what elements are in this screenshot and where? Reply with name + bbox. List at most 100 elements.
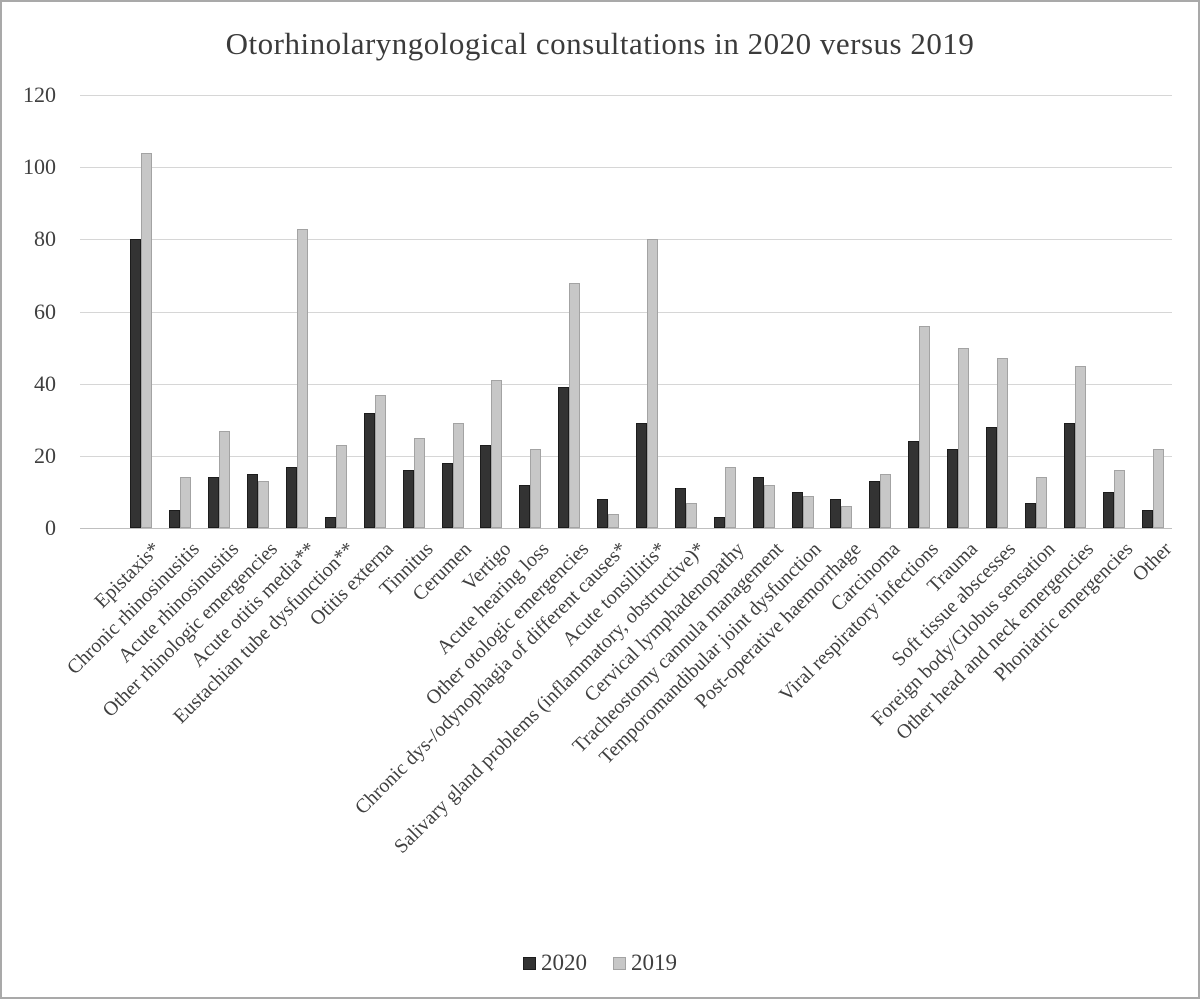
category-label: Carcinoma <box>826 538 904 616</box>
category-label: Acute hearing loss <box>433 538 554 659</box>
bar-2019 <box>219 430 231 528</box>
bar-2019 <box>647 239 659 528</box>
category-label: Tracheostomy cannula management <box>567 538 788 758</box>
category-label: Viral respiratory infections <box>774 538 943 706</box>
gridline <box>80 383 1172 385</box>
category-label: Salivary gland problems (inflammatory, o… <box>389 538 710 858</box>
category-label: Chronic dys-/odynophagia of different ca… <box>350 538 632 819</box>
y-tick-label: 120 <box>23 82 56 107</box>
category-label: Acute tonsillitis* <box>557 538 671 651</box>
bar-2020 <box>752 477 764 528</box>
category-label: Other <box>1128 538 1177 586</box>
category-label: Trauma <box>922 538 982 598</box>
category-label: Other rhinologic emergencies <box>98 538 282 722</box>
bar-group <box>666 95 705 528</box>
bar-2019 <box>724 466 736 528</box>
bar-2019 <box>880 473 892 528</box>
bar-group <box>472 95 511 528</box>
bar-group <box>316 95 355 528</box>
bar-2019 <box>685 502 697 528</box>
bar-2020 <box>286 466 297 528</box>
bar-group <box>783 95 822 528</box>
category-label: Temporomandibular joint dysfunction <box>595 538 827 769</box>
bar-2019 <box>141 152 153 528</box>
bar-2020 <box>947 448 959 528</box>
bar-2020 <box>247 473 259 528</box>
bar-group <box>589 95 628 528</box>
category-label: Acute otitis media** <box>187 538 321 672</box>
bar-2019 <box>1035 477 1047 528</box>
category-label: Chronic rhinosinusitis <box>63 538 204 679</box>
bar-2019 <box>1074 365 1086 528</box>
y-axis-tick-labels: 120 100 80 60 40 20 0 <box>2 82 64 540</box>
legend-item-2019: 2019 <box>613 950 677 976</box>
bar-2019 <box>491 380 503 528</box>
bar-2019 <box>413 437 425 528</box>
bar-2019 <box>1152 448 1164 528</box>
bar-group <box>394 95 433 528</box>
bar-group <box>822 95 861 528</box>
bar-2020 <box>558 387 570 528</box>
bar-group <box>161 95 200 528</box>
bar-2019 <box>335 445 347 528</box>
bar-2019 <box>452 423 464 528</box>
bar-group <box>978 95 1017 528</box>
bar-group <box>200 95 239 528</box>
y-tick-label: 40 <box>34 370 56 396</box>
y-tick-label: 80 <box>34 226 56 252</box>
bar-group <box>744 95 783 528</box>
bar-group <box>433 95 472 528</box>
bar-group <box>1094 95 1133 528</box>
bar-2020 <box>324 517 336 528</box>
category-label: Soft tissue abscesses <box>887 538 1021 671</box>
bar-2020 <box>1024 502 1036 528</box>
plot-bars-area <box>122 95 1172 528</box>
category-label: Otitis externa <box>306 538 399 631</box>
bar-2019 <box>958 347 970 528</box>
bar-2020 <box>208 477 220 528</box>
bar-2019 <box>997 358 1009 528</box>
bar-2020 <box>674 488 686 528</box>
bar-2020 <box>519 484 531 528</box>
bar-2019 <box>841 506 853 528</box>
gridline <box>80 95 1172 96</box>
bar-2019 <box>608 513 620 528</box>
bar-group <box>1133 95 1172 528</box>
bar-2020 <box>1102 491 1114 528</box>
category-label: Cerumen <box>408 538 477 606</box>
category-label: Tinnitus <box>375 538 438 601</box>
y-tick-label: 0 <box>45 515 56 540</box>
category-label: Phoniatric emergencies <box>989 538 1138 686</box>
chart-title: Otorhinolaryngological consultations in … <box>225 26 975 61</box>
bar-2020 <box>636 423 648 528</box>
bar-2019 <box>569 282 581 528</box>
bar-group <box>550 95 589 528</box>
gridline <box>80 311 1172 313</box>
bar-group <box>861 95 900 528</box>
category-label: Vertigo <box>457 538 516 596</box>
plot-gridlines <box>80 95 1172 529</box>
legend-label: 2020 <box>541 950 587 975</box>
bar-2019 <box>530 448 542 528</box>
legend-item-2020: 2020 <box>523 950 587 976</box>
y-tick-label: 100 <box>23 154 56 180</box>
bar-2020 <box>986 426 998 528</box>
bar-2019 <box>180 477 192 528</box>
bar-2019 <box>1113 470 1125 528</box>
y-tick-label: 20 <box>34 442 56 468</box>
legend-swatch-2019 <box>613 956 626 970</box>
category-label: Other head and neck emergencies <box>892 538 1099 745</box>
bar-2019 <box>919 325 931 528</box>
bar-2020 <box>363 412 375 528</box>
category-label: Acute rhinosinusitis <box>113 538 243 668</box>
bar-2020 <box>713 517 725 528</box>
legend-label: 2019 <box>631 950 677 975</box>
x-axis-line <box>80 528 1172 529</box>
bar-group <box>628 95 667 528</box>
bar-group <box>355 95 394 528</box>
bar-group <box>239 95 278 528</box>
bar-group <box>939 95 978 528</box>
bar-group <box>511 95 550 528</box>
bar-2020 <box>402 470 414 528</box>
